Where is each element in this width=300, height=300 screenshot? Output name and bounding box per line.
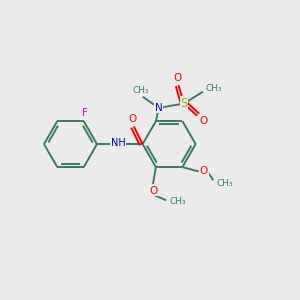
- Text: O: O: [200, 116, 208, 126]
- Text: S: S: [180, 97, 188, 110]
- Text: CH₃: CH₃: [206, 84, 223, 93]
- Text: F: F: [82, 108, 88, 118]
- Text: CH₃: CH₃: [169, 197, 186, 206]
- Text: N: N: [155, 103, 163, 113]
- Text: NH: NH: [111, 138, 126, 148]
- Text: CH₃: CH₃: [216, 179, 233, 188]
- Text: CH₃: CH₃: [133, 86, 149, 95]
- Text: O: O: [128, 114, 136, 124]
- Text: O: O: [174, 73, 182, 83]
- Text: O: O: [149, 186, 158, 196]
- Text: O: O: [200, 167, 208, 176]
